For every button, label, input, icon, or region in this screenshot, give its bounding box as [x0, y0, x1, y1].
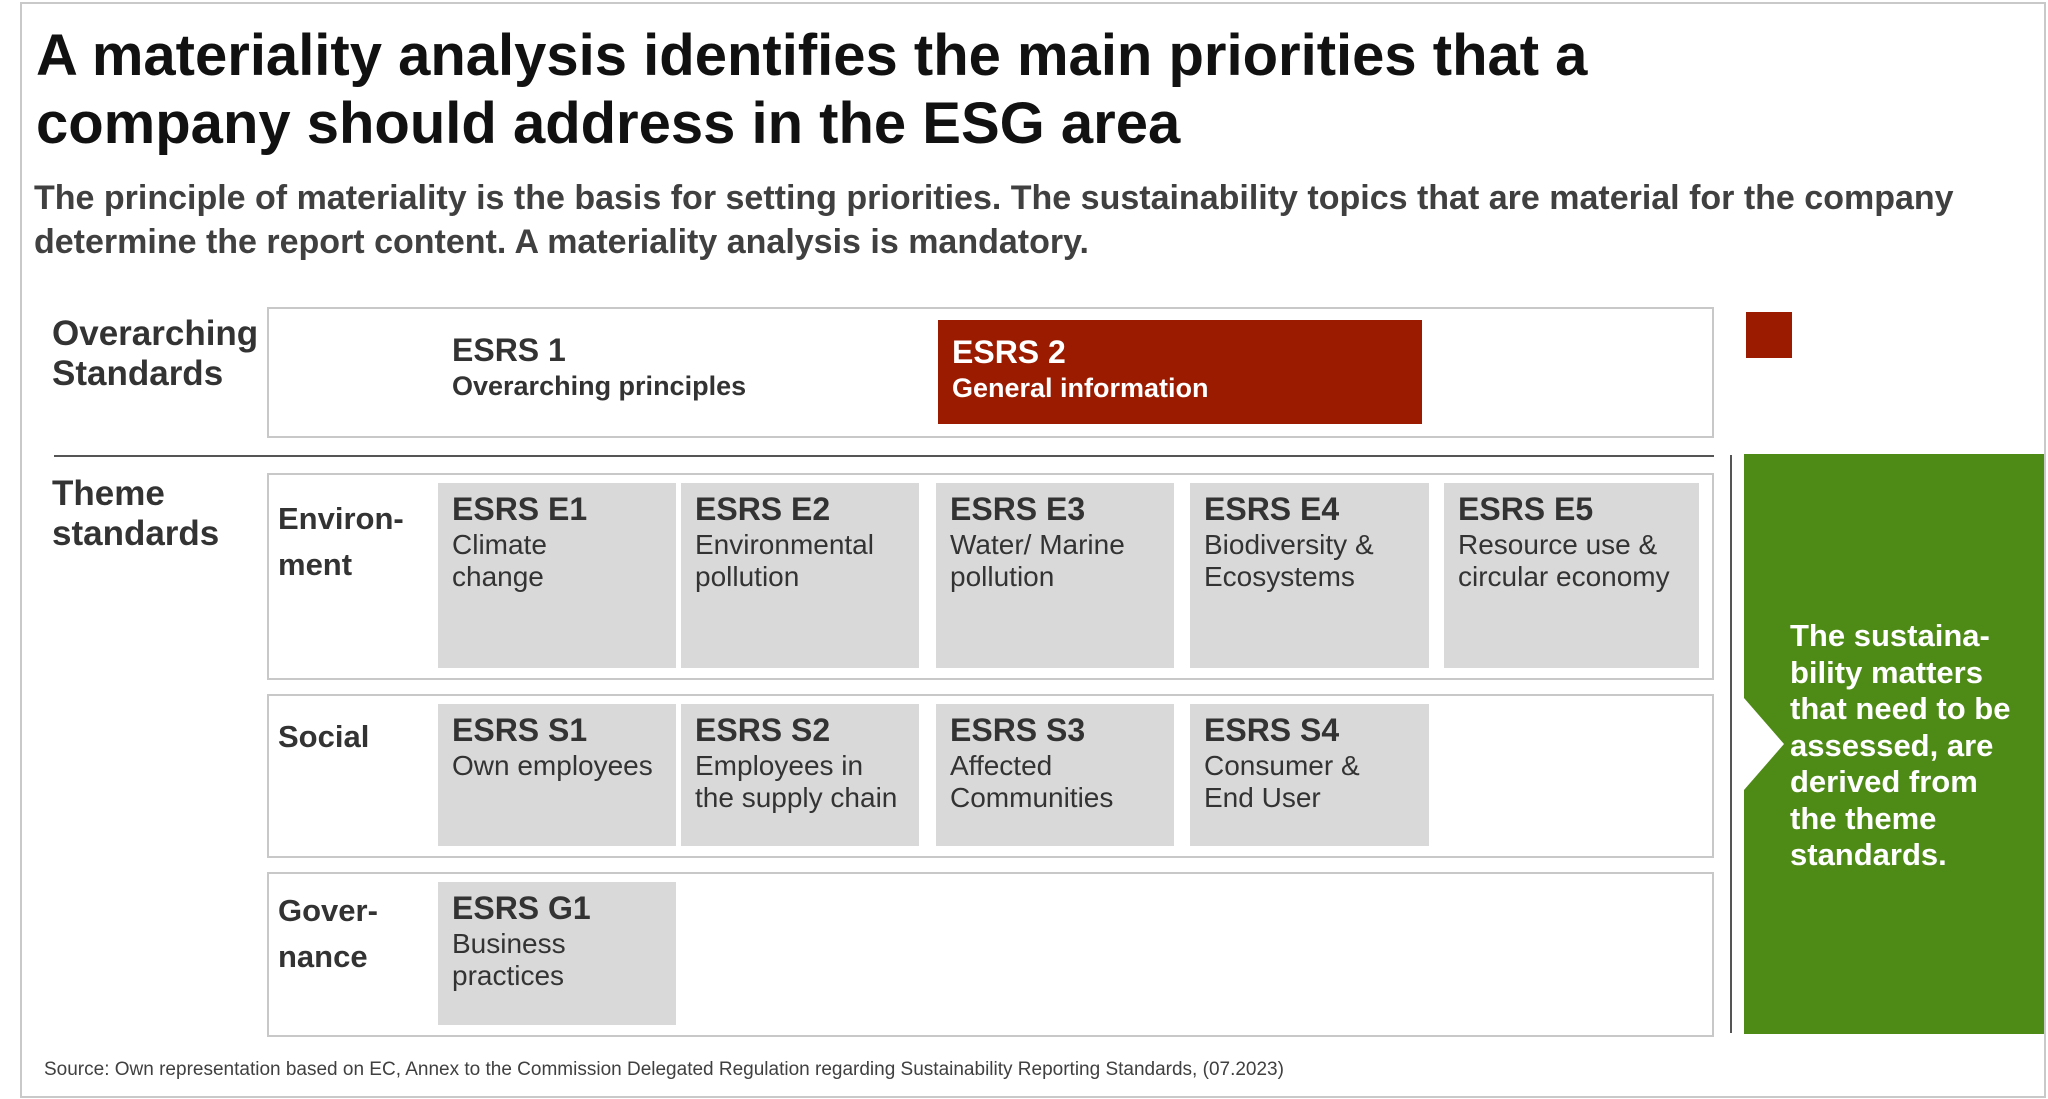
tile-code: ESRS S1: [452, 712, 588, 748]
governance-label: Gover- nance: [278, 893, 378, 974]
tile-code: ESRS S2: [695, 712, 831, 748]
tile-code: ESRS S3: [950, 712, 1086, 748]
tile-code: ESRS E4: [1204, 491, 1340, 527]
slide-frame: [20, 2, 2046, 1098]
tile-esrs-e4: ESRS E4 Biodiversity & Ecosystems: [1190, 483, 1429, 668]
esrs2-name: General information: [952, 373, 1209, 403]
tile-name: Consumer & End User: [1204, 750, 1360, 813]
esrs1-block: ESRS 1 Overarching principles: [438, 318, 898, 422]
tile-name: Business practices: [452, 928, 566, 991]
green-callout-text: The sustaina- bility matters that need t…: [1790, 618, 2011, 872]
green-callout-arrow: [1744, 454, 2044, 1034]
tile-name: Employees in the supply chain: [695, 750, 898, 813]
legend-red-square: [1746, 312, 1792, 358]
tile-esrs-g1: ESRS G1 Business practices: [438, 882, 676, 1025]
tile-name: Water/ Marine pollution: [950, 529, 1125, 592]
tile-name: Biodiversity & Ecosystems: [1204, 529, 1374, 592]
tile-esrs-s2: ESRS S2 Employees in the supply chain: [681, 704, 919, 846]
tile-code: ESRS E3: [950, 491, 1086, 527]
esrs1-name: Overarching principles: [452, 371, 747, 401]
tile-name: Climate change: [452, 529, 547, 592]
environment-label: Environ- ment: [278, 501, 404, 582]
theme-standards-label: Theme standards: [52, 474, 220, 553]
source-note: Source: Own representation based on EC, …: [44, 1059, 1284, 1080]
tile-esrs-e2: ESRS E2 Environmental pollution: [681, 483, 919, 668]
page-title: A materiality analysis identifies the ma…: [36, 23, 1588, 156]
tile-name: Environmental pollution: [695, 529, 874, 592]
page-subtitle: The principle of materiality is the basi…: [34, 179, 1954, 261]
tile-esrs-e5: ESRS E5 Resource use & circular economy: [1444, 483, 1699, 668]
tile-name: Own employees: [452, 750, 653, 781]
esrs1-code: ESRS 1: [452, 332, 566, 368]
vertical-divider: [1730, 455, 1732, 1033]
tile-code: ESRS E5: [1458, 491, 1594, 527]
tile-esrs-e1: ESRS E1 Climate change: [438, 483, 676, 668]
tile-name: Resource use & circular economy: [1458, 529, 1670, 592]
overarching-standards-label: Overarching Standards: [52, 314, 259, 393]
tile-name: Affected Communities: [950, 750, 1114, 813]
tile-esrs-e3: ESRS E3 Water/ Marine pollution: [936, 483, 1174, 668]
horizontal-divider: [54, 455, 1714, 457]
tile-code: ESRS S4: [1204, 712, 1340, 748]
esrs2-block: ESRS 2 General information: [938, 320, 1422, 424]
tile-code: ESRS E2: [695, 491, 831, 527]
tile-esrs-s3: ESRS S3 Affected Communities: [936, 704, 1174, 846]
tile-esrs-s1: ESRS S1 Own employees: [438, 704, 676, 846]
social-label: Social: [278, 719, 370, 754]
esrs2-code: ESRS 2: [952, 334, 1066, 370]
tile-code: ESRS G1: [452, 890, 591, 926]
tile-code: ESRS E1: [452, 491, 588, 527]
tile-esrs-s4: ESRS S4 Consumer & End User: [1190, 704, 1429, 846]
